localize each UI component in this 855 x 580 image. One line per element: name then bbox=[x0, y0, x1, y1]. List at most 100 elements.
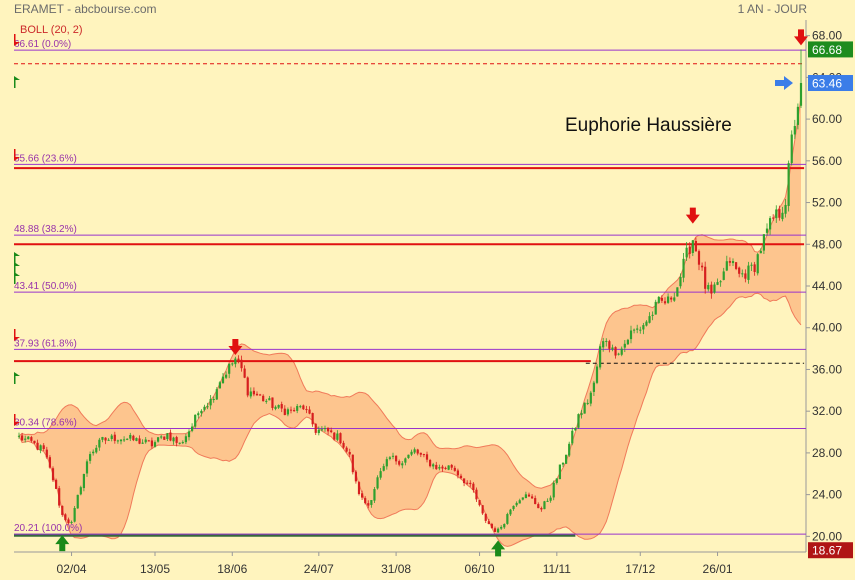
candle-body bbox=[79, 487, 82, 495]
candle-body bbox=[450, 464, 453, 468]
candle-body bbox=[178, 442, 181, 444]
candle-body bbox=[218, 382, 222, 389]
candle-body bbox=[113, 434, 116, 441]
last-price-arrow-icon bbox=[775, 76, 793, 91]
candle-body bbox=[475, 489, 478, 500]
candle-body bbox=[614, 347, 617, 356]
candle-body bbox=[326, 427, 330, 432]
signal-down-icon bbox=[14, 414, 20, 426]
candle-body bbox=[796, 106, 800, 125]
candle-body bbox=[314, 423, 317, 433]
candle-body bbox=[36, 442, 39, 450]
candle-body bbox=[394, 455, 398, 462]
candle-body bbox=[268, 398, 271, 401]
candle-body bbox=[707, 285, 710, 290]
indicator-label: BOLL (20, 2) bbox=[20, 24, 83, 36]
y-tick-label: 32.00 bbox=[812, 404, 842, 418]
candle-body bbox=[481, 505, 484, 514]
candle-body bbox=[237, 358, 240, 361]
candle-body bbox=[487, 521, 490, 524]
candle-body bbox=[27, 436, 30, 440]
candle-body bbox=[246, 377, 249, 396]
candle-body bbox=[493, 528, 497, 532]
candle-body bbox=[345, 447, 348, 452]
candle-body bbox=[734, 262, 738, 269]
candle-body bbox=[568, 443, 571, 456]
candle-body bbox=[265, 400, 268, 402]
candle-body bbox=[626, 339, 630, 345]
candle-body bbox=[129, 435, 132, 439]
candle-body bbox=[323, 428, 327, 430]
candle-body bbox=[793, 126, 796, 135]
candle-body bbox=[605, 340, 608, 342]
candle-body bbox=[530, 496, 534, 499]
candle-body bbox=[435, 464, 438, 470]
candle-body bbox=[166, 433, 169, 440]
candle-body bbox=[537, 504, 540, 509]
candle-body bbox=[135, 438, 138, 441]
candle-body bbox=[691, 240, 694, 254]
candle-body bbox=[360, 493, 364, 498]
candle-body bbox=[156, 437, 160, 442]
candle-body bbox=[274, 406, 277, 409]
candle-body bbox=[203, 406, 206, 410]
candle-body bbox=[648, 316, 651, 323]
candle-body bbox=[472, 483, 475, 490]
candle-body bbox=[190, 426, 194, 431]
candle-body bbox=[187, 431, 191, 438]
candle-body bbox=[252, 390, 256, 395]
candle-body bbox=[608, 341, 611, 349]
x-tick-label: 02/04 bbox=[57, 562, 87, 576]
y-tick-label: 48.00 bbox=[812, 237, 842, 251]
candle-body bbox=[354, 471, 358, 482]
candle-body bbox=[249, 391, 252, 397]
candle-body bbox=[101, 436, 104, 440]
price-badge-label: 18.67 bbox=[812, 544, 842, 558]
candle-body bbox=[116, 440, 120, 442]
candle-body bbox=[184, 436, 188, 443]
candle-body bbox=[747, 265, 750, 280]
candle-body bbox=[506, 514, 509, 524]
candle-body bbox=[373, 489, 376, 501]
candle-body bbox=[645, 321, 648, 326]
candle-body bbox=[688, 246, 691, 254]
candle-body bbox=[456, 470, 460, 476]
candle-body bbox=[92, 451, 95, 454]
chart-annotation: Euphorie Haussière bbox=[565, 115, 732, 136]
candle-body bbox=[561, 462, 565, 465]
candle-body bbox=[160, 436, 163, 438]
candle-body bbox=[673, 297, 676, 301]
candle-body bbox=[317, 429, 320, 434]
candle-body bbox=[311, 413, 314, 425]
candle-body bbox=[153, 442, 157, 447]
candle-body bbox=[292, 410, 296, 412]
candle-body bbox=[657, 296, 660, 303]
candle-body bbox=[617, 353, 620, 355]
candle-body bbox=[521, 497, 524, 500]
candle-body bbox=[676, 287, 679, 297]
candle-body bbox=[277, 404, 280, 408]
candle-body bbox=[320, 429, 324, 431]
sell-arrow-icon bbox=[228, 339, 243, 356]
candle-body bbox=[697, 251, 701, 265]
candle-body bbox=[407, 454, 410, 458]
fib-label: 66.61 (0.0%) bbox=[14, 39, 71, 50]
fib-label: 37.93 (61.8%) bbox=[14, 338, 77, 349]
candle-body bbox=[126, 438, 129, 440]
candle-body bbox=[781, 212, 784, 220]
candle-body bbox=[70, 521, 73, 523]
fib-label: 20.21 (100.0%) bbox=[14, 523, 82, 534]
candle-body bbox=[364, 498, 367, 504]
candle-body bbox=[194, 414, 197, 427]
candle-body bbox=[768, 218, 772, 230]
candle-body bbox=[589, 392, 592, 404]
candle-body bbox=[73, 508, 76, 522]
candle-body bbox=[500, 526, 503, 529]
fib-label: 30.34 (78.6%) bbox=[14, 417, 77, 428]
candle-body bbox=[679, 276, 682, 287]
candle-body bbox=[738, 267, 741, 274]
candle-body bbox=[571, 430, 574, 444]
candle-body bbox=[651, 314, 654, 316]
candle-body bbox=[283, 408, 286, 416]
